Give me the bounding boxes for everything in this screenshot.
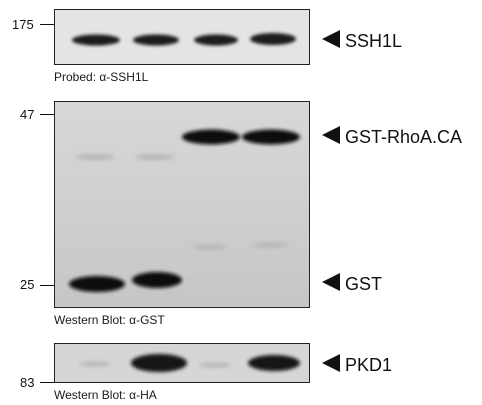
band-pkd1-lane2 (131, 354, 187, 372)
band-gst-lane2 (132, 272, 182, 288)
faint-band-lane3 (192, 245, 228, 249)
arrow-pkd1-icon (322, 354, 340, 372)
faint-band-lane1 (75, 155, 115, 159)
band-ssh1l-lane3 (194, 34, 238, 46)
band-label-pkd1: PKD1 (345, 355, 393, 375)
marker-47: 47 (20, 107, 35, 122)
band-ssh1l-lane2 (133, 34, 179, 46)
arrow-ssh1l-icon (322, 30, 340, 48)
band-label-gst-rhoa: GST-RhoA.CA (345, 127, 463, 147)
band-ssh1l-lane1 (72, 34, 120, 46)
marker-83: 83 (20, 375, 35, 390)
band-rhoa-lane4 (242, 129, 300, 145)
band-label-gst: GST (345, 274, 383, 294)
band-label-ssh1l: SSH1L (345, 31, 403, 51)
blot-panel-pkd1 (54, 343, 310, 383)
band-gst-lane1 (69, 276, 125, 292)
blot-gst-svg (55, 102, 309, 307)
caption-top: Probed: α-SSH1L (54, 70, 149, 84)
faint-band-lane4 (252, 243, 288, 247)
caption-middle: Western Blot: α-GST (54, 313, 165, 327)
marker-25: 25 (20, 277, 35, 292)
blot-panel-ssh1l (54, 9, 310, 65)
marker-83-tick (40, 382, 54, 383)
arrow-gst-icon (322, 273, 340, 291)
blot-pkd1-svg (79, 354, 300, 372)
faint-band-pkd1-lane3 (199, 362, 231, 368)
blot-panel-gst (54, 101, 310, 308)
band-pkd1-lane4 (248, 355, 300, 371)
marker-25-tick (40, 285, 54, 286)
caption-bottom: Western Blot: α-HA (54, 388, 157, 402)
arrow-gst-rhoa-icon (322, 126, 340, 144)
blot-ssh1l-svg (72, 33, 296, 46)
marker-175-tick (40, 24, 54, 25)
band-ssh1l-lane4 (250, 33, 296, 45)
faint-band-pkd1-lane1 (79, 361, 111, 367)
faint-band-lane2 (135, 155, 175, 159)
band-rhoa-lane3 (182, 129, 240, 145)
marker-175: 175 (12, 17, 34, 32)
marker-47-tick (40, 114, 54, 115)
